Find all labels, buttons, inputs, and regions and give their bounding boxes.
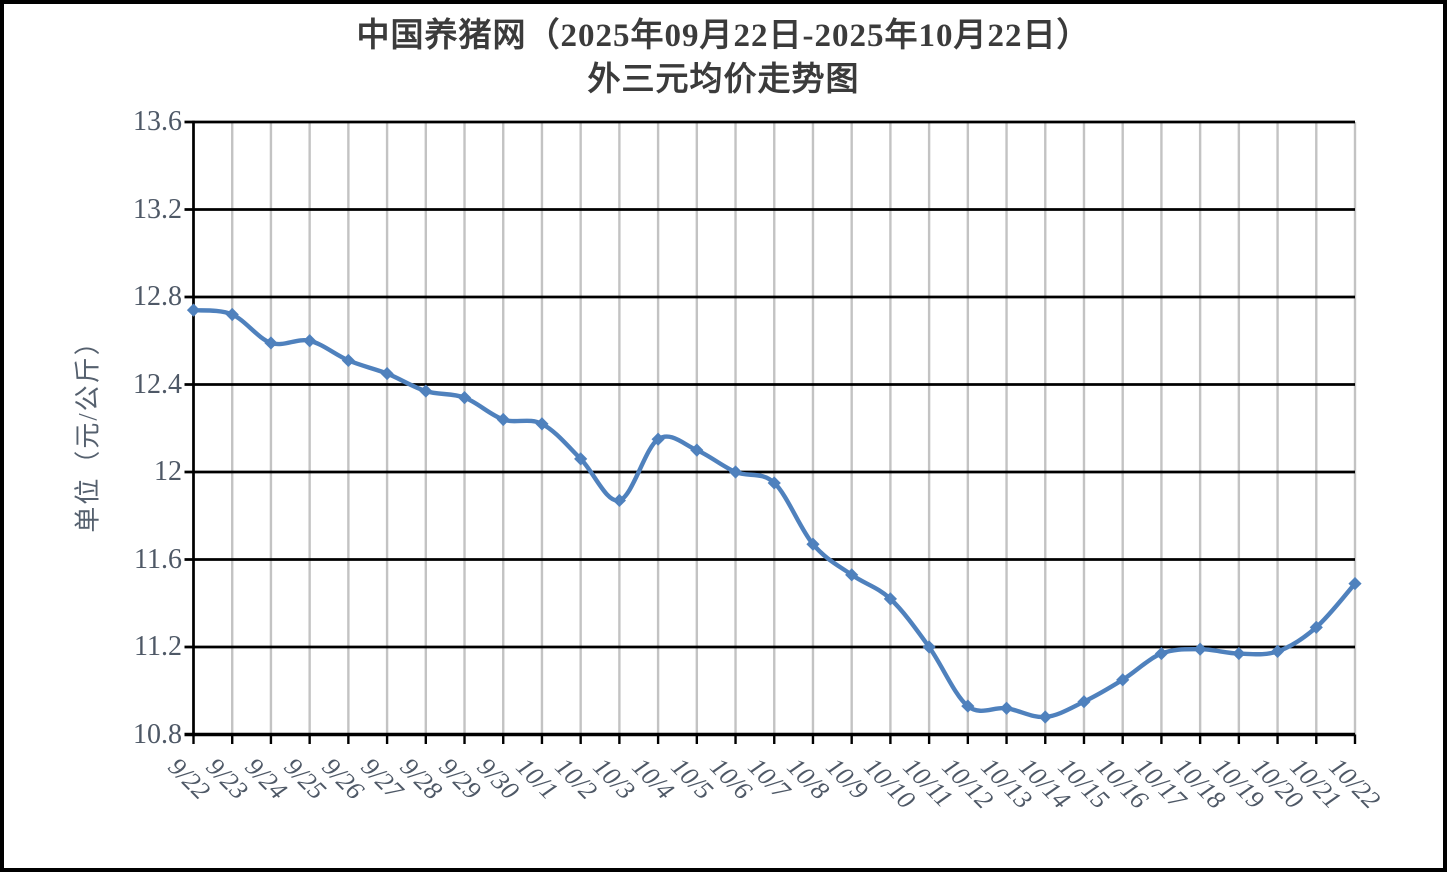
data-point-marker [1077, 695, 1091, 709]
y-tick-label: 13.2 [133, 193, 182, 225]
data-point-marker [457, 391, 472, 405]
y-tick-label: 11.2 [134, 631, 182, 662]
data-point-marker [883, 592, 897, 606]
data-point-marker [225, 307, 239, 322]
y-tick-label: 12.4 [133, 368, 182, 400]
data-point-marker [922, 640, 936, 654]
y-tick-label: 12 [154, 456, 182, 487]
data-point-marker [728, 465, 743, 479]
data-point-marker [535, 417, 549, 431]
data-point-marker [767, 476, 781, 490]
chart-title-line2: 外三元均价走势图 [587, 62, 860, 98]
data-point-marker [690, 443, 704, 457]
data-point-marker [612, 493, 626, 508]
chart-title-line1: 中国养猪网（2025年09月22日-2025年10月22日） [356, 18, 1091, 54]
data-point-marker [303, 334, 317, 348]
data-point-marker [651, 432, 665, 446]
y-tick-label: 13.6 [133, 106, 182, 137]
data-point-marker [380, 366, 394, 381]
data-point-marker [264, 336, 278, 350]
data-point-marker [419, 384, 433, 398]
data-point-marker [1038, 710, 1052, 724]
data-point-marker [1193, 642, 1207, 656]
y-tick-label: 11.6 [134, 543, 182, 575]
data-point-marker [806, 537, 820, 551]
chart-title: 中国养猪网（2025年09月22日-2025年10月22日） 外三元均价走势图 [0, 14, 1447, 102]
y-tick-label: 10.8 [133, 718, 182, 750]
data-point-marker [1154, 646, 1169, 661]
data-point-marker [496, 412, 510, 427]
data-point-marker [1348, 576, 1362, 591]
data-point-marker [1309, 620, 1323, 634]
data-point-marker [186, 303, 201, 317]
data-point-marker [1116, 673, 1130, 687]
data-point-marker [574, 452, 588, 466]
y-tick-label: 12.8 [133, 281, 182, 312]
data-point-marker [341, 353, 355, 368]
data-point-marker [961, 699, 975, 713]
data-point-marker [845, 568, 859, 582]
data-point-marker [1270, 644, 1285, 658]
data-point-marker [999, 701, 1014, 715]
data-point-marker [1232, 646, 1246, 661]
